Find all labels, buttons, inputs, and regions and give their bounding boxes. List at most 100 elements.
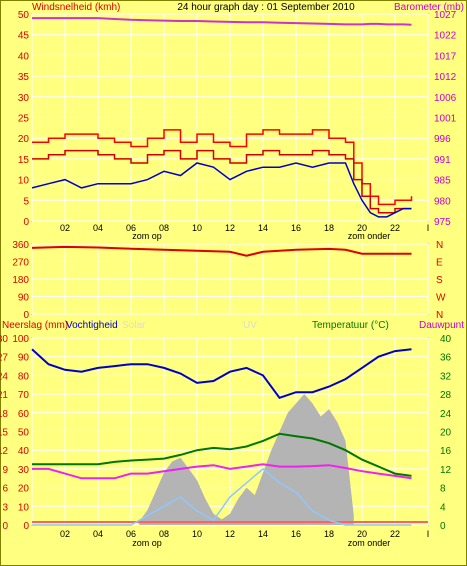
legend-uv: UV [243,320,257,331]
wind-axis-title: Windsnelheid (kmh) [32,2,120,13]
x-tick-label: 06 [126,529,136,539]
wind-tick-label: 25 [18,114,30,125]
compass-tick-label: S [436,275,443,286]
rain-tick-label: 12 [0,446,8,457]
x-tick-label: 12 [225,529,235,539]
wind-tick-label: 15 [18,155,30,166]
barometer-tick-label: 1006 [434,93,457,104]
x-tick-label: 02 [60,223,70,233]
barometer-axis-title: Barometer (mb) [394,2,464,13]
humidity-line [31,348,412,399]
rain-tick-label: 18 [0,409,8,420]
x-tick-label: 10 [192,223,202,233]
rain-y-axis-ticks: 0 3 6 9 12 15 18 21 24 27 30 [0,334,8,532]
temperature-tick-label: 12 [440,465,452,476]
direction-tick-label: 90 [18,293,30,304]
legend-temperature: Temperatuur (°C) [312,320,389,331]
x-tick-label: 20 [357,529,367,539]
rain-tick-label: 21 [0,390,8,401]
compass-tick-label: W [436,293,446,304]
x-tick-label: 12 [225,223,235,233]
x-tick-label: 22 [390,529,400,539]
humidity-tick-label: 10 [18,502,30,513]
sunset-label: zom onder [348,231,391,241]
direction-tick-label: 0 [23,310,29,321]
rain-tick-label: 0 [2,521,8,532]
rain-humidity-temperature-panel: 036912151821242730 010203040506070809010… [0,334,452,548]
temperature-tick-label: 24 [440,409,452,420]
x-tick-label: 20 [357,223,367,233]
direction-tick-label: 360 [12,240,29,251]
x-tick-label: I [427,529,430,539]
rain-tick-label: 30 [0,334,8,345]
compass-tick-label: N [436,310,443,321]
barometer-tick-label: 1022 [434,31,457,42]
direction-gridlines [31,243,429,315]
compass-tick-label: E [436,258,443,269]
wind-tick-label: 50 [18,10,30,21]
compass-tick-label: N [436,240,443,251]
wind-tick-label: 20 [18,134,30,145]
solar-area [139,394,354,525]
wind-speed-line [32,149,412,214]
legend-humidity: Vochtigheid [66,320,118,331]
humidity-tick-label: 70 [18,390,30,401]
x-tick-label: 04 [93,223,103,233]
climate-x-axis-ticks: 02 04 06 08 10 12 14 16 18 20 22 I [60,529,429,539]
x-tick-label: 08 [159,529,169,539]
sunset-label-bottom: zom onder [348,538,391,548]
temperature-y-axis-ticks: 0 4 8 12 16 20 24 28 32 36 40 [440,334,452,532]
temperature-tick-label: 20 [440,428,452,439]
temperature-tick-label: 36 [440,353,452,364]
humidity-y-axis-ticks: 0 10 20 30 40 50 60 70 80 90 100 [12,334,29,532]
barometer-tick-label: 1012 [434,72,457,83]
humidity-tick-label: 40 [18,446,30,457]
direction-tick-label: 270 [12,258,29,269]
temperature-tick-label: 4 [440,502,446,513]
dewpoint-line [32,463,412,480]
direction-y-axis-ticks: 0 90 180 270 360 [12,240,29,321]
temperature-tick-label: 32 [440,371,452,382]
barometer-tick-label: 991 [434,155,451,166]
barometer-tick-label: 975 [434,217,451,228]
direction-tick-label: 180 [12,275,29,286]
humidity-tick-label: 80 [18,371,30,382]
wind-tick-label: 30 [18,93,30,104]
wind-average-line [31,162,412,218]
solar-line [32,467,412,526]
humidity-tick-label: 0 [23,521,29,532]
wind-tick-label: 0 [23,217,29,228]
wind-x-axis-ticks: 02 04 06 08 10 12 14 16 18 20 22 I [60,223,429,233]
sunrise-label-bottom: zom op [132,538,162,548]
temperature-tick-label: 40 [440,334,452,345]
temperature-tick-label: 28 [440,390,452,401]
rain-tick-label: 9 [2,465,8,476]
x-tick-label: 22 [390,223,400,233]
humidity-tick-label: 90 [18,353,30,364]
rain-tick-label: 24 [0,371,8,382]
temperature-tick-label: 16 [440,446,452,457]
x-tick-label: I [427,223,430,233]
wind-barometer-panel: 0 5 10 15 20 25 30 35 40 45 50 975 980 985 991 996 1001… [18,10,457,241]
humidity-tick-label: 50 [18,428,30,439]
rain-tick-label: 3 [2,502,8,513]
graph-title: 24 hour graph day : 01 September 2010 [177,2,355,13]
x-tick-label: 14 [258,529,268,539]
rain-tick-label: 15 [0,428,8,439]
x-tick-label: 08 [159,223,169,233]
sunrise-label: zom op [132,231,162,241]
barometer-tick-label: 980 [434,196,451,207]
wind-tick-label: 5 [23,196,29,207]
humidity-tick-label: 20 [18,484,30,495]
wind-tick-label: 35 [18,72,30,83]
wind-tick-label: 45 [18,31,30,42]
barometer-tick-label: 1001 [434,114,457,125]
wind-tick-label: 10 [18,176,30,187]
x-tick-label: 18 [324,223,334,233]
barometer-tick-label: 1027 [434,10,457,21]
barometer-y-axis-ticks: 975 980 985 991 996 1001 1006 1012 1017 1022 1027 [434,10,457,228]
x-tick-label: 02 [60,529,70,539]
